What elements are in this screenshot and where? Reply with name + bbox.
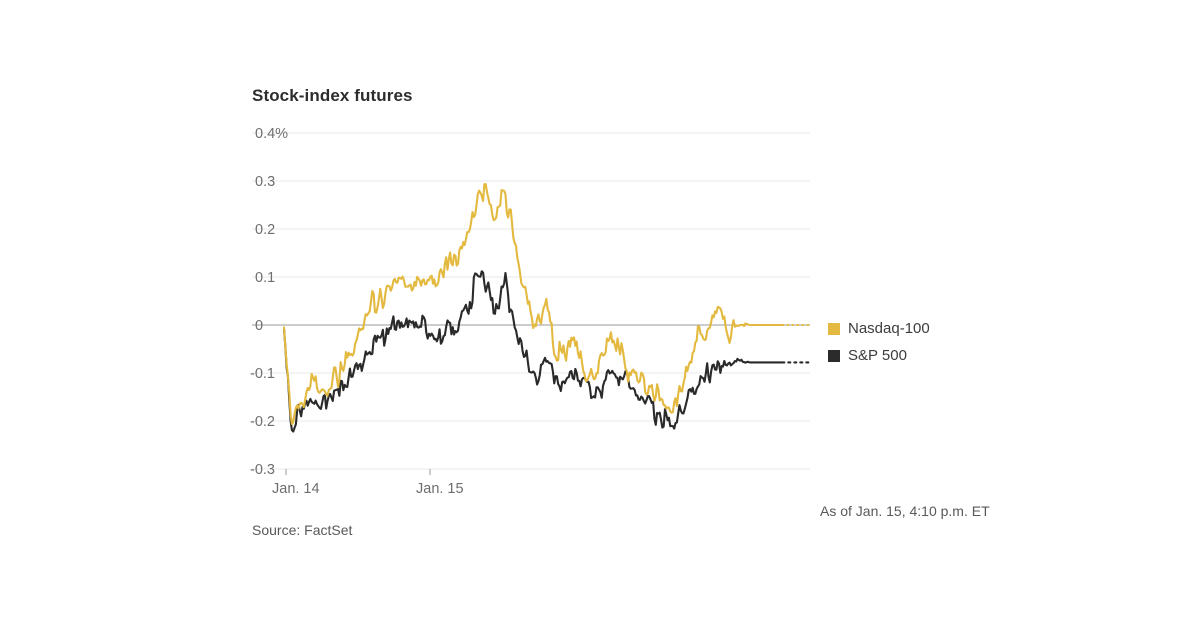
svg-text:-0.3: -0.3	[250, 462, 275, 478]
svg-text:0.3: 0.3	[255, 174, 275, 190]
svg-text:-0.2: -0.2	[250, 414, 275, 430]
svg-text:0.2: 0.2	[255, 222, 275, 238]
svg-text:Jan. 14: Jan. 14	[272, 481, 320, 497]
svg-text:0.1: 0.1	[255, 270, 275, 286]
svg-text:0.4%: 0.4%	[255, 126, 288, 142]
svg-text:-0.1: -0.1	[250, 366, 275, 382]
svg-text:0: 0	[255, 318, 263, 334]
svg-text:Jan. 15: Jan. 15	[416, 481, 464, 497]
